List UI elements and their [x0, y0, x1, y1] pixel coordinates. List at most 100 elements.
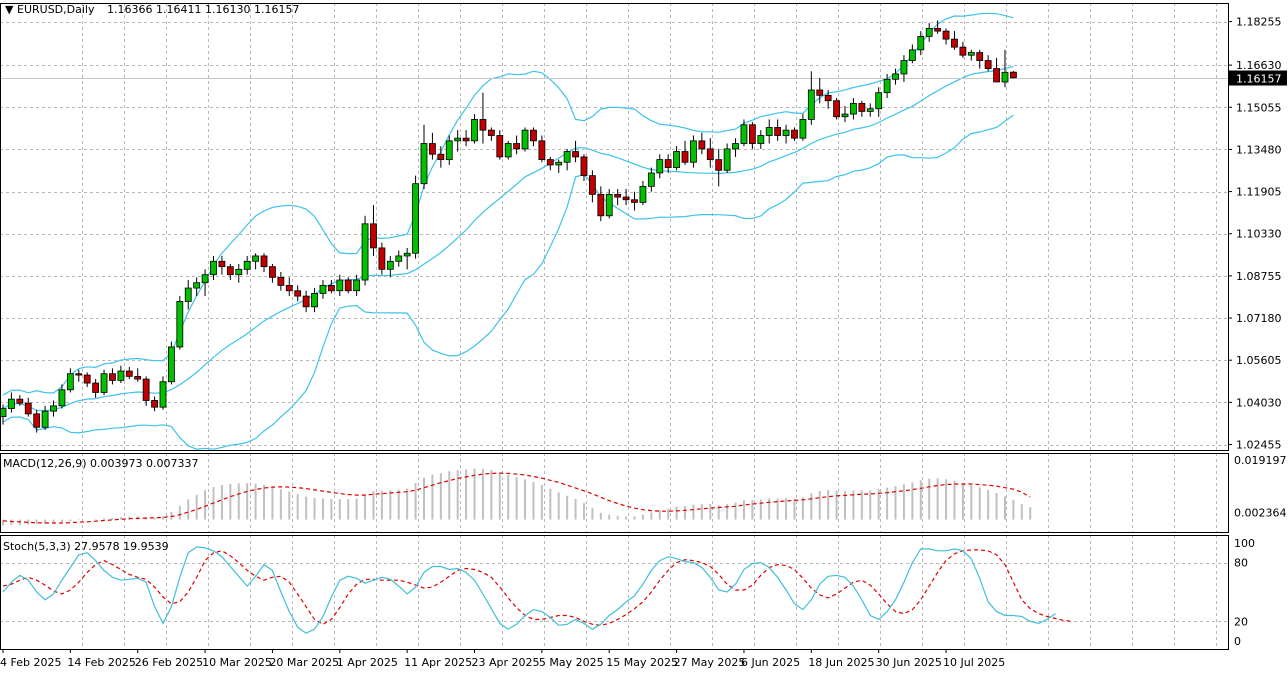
- candle-body: [378, 247, 386, 270]
- time-tick-label: 10 Jul 2025: [943, 656, 1005, 669]
- candle-body: [942, 30, 950, 40]
- candle-body: [285, 284, 293, 292]
- candle-body: [976, 52, 984, 61]
- stoch-axis: 100 80 20 0: [1234, 537, 1255, 648]
- stoch-tick-label: 20: [1234, 615, 1248, 628]
- candle-body: [917, 36, 925, 51]
- time-tick-label: 15 May 2025: [606, 656, 678, 669]
- candle-body: [235, 268, 243, 276]
- candle-body: [589, 175, 596, 195]
- time-tick-label: 23 Apr 2025: [472, 656, 540, 669]
- candle-body: [1001, 71, 1009, 83]
- stoch-tick-label: 0: [1234, 635, 1241, 648]
- macd-tick-label: 0.019197: [1234, 454, 1287, 467]
- candle-body: [664, 159, 672, 169]
- price-tick-label: 1.18255: [1236, 16, 1282, 29]
- candle-body: [1010, 71, 1017, 79]
- candle-body: [555, 161, 563, 166]
- price-tick-label: 1.10330: [1236, 228, 1282, 241]
- candle-body: [563, 151, 571, 163]
- candle-body: [33, 413, 41, 428]
- time-tick-label: 20 Mar 2025: [269, 656, 339, 669]
- candle-body: [513, 143, 521, 150]
- candle-body: [75, 373, 83, 376]
- candle-body: [546, 159, 554, 166]
- price-axis: 1.18255 1.16630 1.15055 1.13480 1.11905 1.103…: [1228, 16, 1282, 452]
- price-tick-label: 1.04030: [1236, 396, 1282, 409]
- stoch-label: Stoch(5,3,3) 27.9578 19.9539: [3, 540, 169, 553]
- price-pane-frame: [0, 3, 1229, 451]
- candle-body: [184, 287, 192, 302]
- candle-body: [900, 60, 908, 75]
- candle-body: [631, 199, 638, 203]
- candle-body: [521, 129, 529, 150]
- candle-body: [706, 148, 714, 160]
- candle-body: [454, 137, 462, 142]
- candle-body: [530, 129, 537, 142]
- candle-body: [833, 100, 840, 118]
- bollinger-middle: [2, 65, 1014, 412]
- time-tick-label: 30 Jun 2025: [876, 656, 942, 669]
- candle-body: [429, 143, 436, 155]
- candle-body: [100, 373, 108, 393]
- candle-body: [193, 282, 201, 289]
- candle-body: [252, 255, 260, 262]
- collapse-arrow-icon[interactable]: ▼: [5, 3, 14, 16]
- candle-body: [614, 193, 622, 198]
- candle-body: [748, 124, 756, 144]
- stoch-grid: [0, 535, 1228, 649]
- candle-body: [656, 159, 664, 174]
- candle-body: [824, 94, 832, 102]
- price-tick-label: 1.07180: [1236, 312, 1282, 325]
- stoch-pane-frame: [0, 535, 1229, 650]
- candle-body: [269, 266, 276, 278]
- price-pane[interactable]: 1.18255 1.16630 1.15055 1.13480 1.11905 1.103…: [0, 3, 1287, 452]
- macd-pane[interactable]: 0.019197 0.002364 MACD(12,26,9) 0.003973 …: [2, 453, 1287, 532]
- candle-body: [647, 172, 655, 187]
- candle-body: [344, 279, 352, 292]
- time-tick-label: 27 May 2025: [674, 656, 746, 669]
- candle-body: [66, 373, 74, 391]
- candle-body: [799, 119, 807, 139]
- time-tick-label: 14 Feb 2025: [67, 656, 135, 669]
- stoch-pane[interactable]: 100 80 20 0 Stoch(5,3,3) 27.9578 19.9539: [0, 535, 1255, 649]
- candle-body: [260, 255, 268, 268]
- candle-body: [850, 102, 857, 115]
- price-tick-label: 1.11905: [1236, 186, 1282, 199]
- candle-body: [479, 119, 487, 131]
- price-tick-label: 1.02455: [1236, 439, 1282, 452]
- candle-body: [993, 68, 1000, 83]
- candle-body: [892, 73, 899, 80]
- candle-body: [412, 183, 419, 254]
- candle-body: [791, 129, 798, 139]
- candle-body: [681, 151, 689, 163]
- current-price-tag: [1229, 70, 1287, 86]
- candle-body: [336, 279, 344, 292]
- candle-body: [370, 223, 377, 249]
- candle-body: [622, 196, 630, 201]
- candle-body: [866, 108, 874, 112]
- candle-body: [50, 405, 57, 412]
- macd-pane-frame: [0, 453, 1229, 533]
- candle-body: [807, 89, 815, 120]
- candle-body: [395, 255, 403, 262]
- candle-body: [386, 260, 394, 270]
- candle-body: [294, 290, 302, 297]
- candle-body: [92, 382, 100, 393]
- candle-body: [723, 148, 731, 171]
- candles: [0, 20, 1017, 433]
- macd-tick-label: 0.002364: [1234, 506, 1287, 519]
- candle-body: [605, 193, 613, 217]
- candle-body: [496, 135, 504, 158]
- candle-body: [159, 381, 167, 408]
- candle-body: [774, 127, 782, 136]
- candle-body: [841, 113, 849, 118]
- candle-body: [142, 378, 150, 401]
- symbol-label: EURUSD,Daily: [17, 3, 95, 16]
- time-tick-label: 18 Jun 2025: [808, 656, 874, 669]
- candle-body: [908, 49, 916, 61]
- candle-body: [311, 293, 318, 308]
